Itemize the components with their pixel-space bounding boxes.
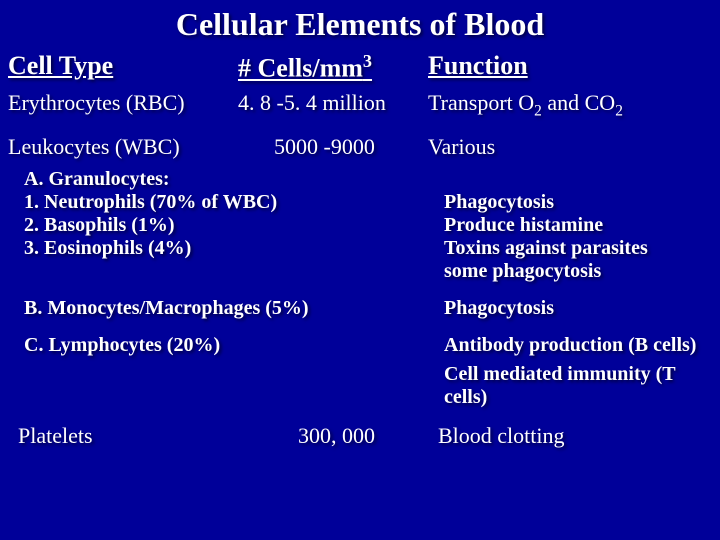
rbc-count: 4. 8 -5. 4 million [238, 90, 428, 120]
basophils-label: 2. Basophils (1%) [24, 214, 444, 237]
header-count-prefix: # Cells/mm [238, 54, 363, 83]
eosinophils-label: 3. Eosinophils (4%) [24, 237, 444, 260]
header-count-sup: 3 [363, 51, 372, 71]
neutrophils-label: 1. Neutrophils (70% of WBC) [24, 191, 444, 214]
lymphocytes-func2: Cell mediated immunity (T cells) [444, 363, 712, 409]
rbc-func-sub2: 2 [615, 102, 623, 119]
eosinophils-func: Toxins against parasites [444, 237, 712, 260]
neutrophils-func: Phagocytosis [444, 191, 712, 214]
platelets-label: Platelets [18, 423, 238, 449]
lymphocytes-row2: Cell mediated immunity (T cells) [0, 363, 720, 409]
lymphocytes-label: C. Lymphocytes (20%) [24, 334, 444, 357]
rbc-function: Transport O2 and CO2 [428, 90, 712, 120]
header-function: Function [428, 51, 712, 90]
lymphocytes-spacer [24, 363, 444, 409]
page-title: Cellular Elements of Blood [0, 0, 720, 51]
rbc-func-sub1: 2 [534, 102, 542, 119]
platelets-func: Blood clotting [438, 423, 712, 449]
header-count: # Cells/mm3 [238, 51, 428, 90]
eosinophils-extra-row: some phagocytosis [0, 260, 720, 283]
eosinophils-extra-func: some phagocytosis [444, 260, 712, 283]
monocytes-label: B. Monocytes/Macrophages (5%) [24, 297, 444, 320]
rbc-func-mid: and CO [542, 90, 615, 115]
header-cell-type: Cell Type [8, 51, 238, 90]
basophils-func: Produce histamine [444, 214, 712, 237]
eosinophils-row: 3. Eosinophils (4%) Toxins against paras… [0, 237, 720, 260]
platelets-row: Platelets 300, 000 Blood clotting [0, 423, 720, 457]
monocytes-func: Phagocytosis [444, 297, 712, 320]
granulocytes-heading-row: A. Granulocytes: [0, 168, 720, 191]
wbc-function: Various [428, 134, 712, 160]
platelets-count: 300, 000 [238, 423, 438, 449]
wbc-count: 5000 -9000 [238, 134, 428, 160]
lymphocytes-func1: Antibody production (B cells) [444, 334, 712, 357]
eosinophils-extra-spacer [24, 260, 444, 283]
rbc-row: Erythrocytes (RBC) 4. 8 -5. 4 million Tr… [0, 90, 720, 128]
rbc-label: Erythrocytes (RBC) [8, 90, 238, 120]
wbc-label: Leukocytes (WBC) [8, 134, 238, 160]
wbc-row: Leukocytes (WBC) 5000 -9000 Various [0, 134, 720, 168]
granulocytes-heading: A. Granulocytes: [24, 168, 170, 191]
header-row: Cell Type # Cells/mm3 Function [0, 51, 720, 90]
neutrophils-row: 1. Neutrophils (70% of WBC) Phagocytosis [0, 191, 720, 214]
rbc-func-prefix: Transport O [428, 90, 534, 115]
basophils-row: 2. Basophils (1%) Produce histamine [0, 214, 720, 237]
lymphocytes-row: C. Lymphocytes (20%) Antibody production… [0, 334, 720, 357]
monocytes-row: B. Monocytes/Macrophages (5%) Phagocytos… [0, 297, 720, 320]
